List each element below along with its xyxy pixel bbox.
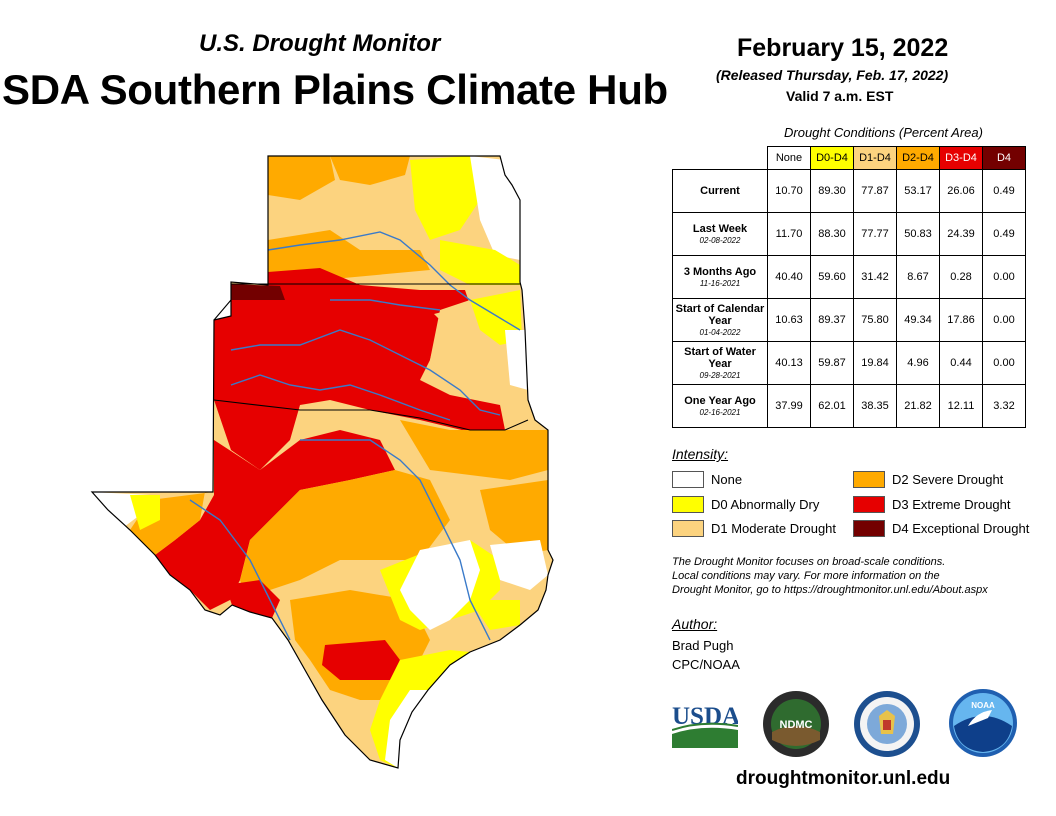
note-line: Drought Monitor, go to https://droughtmo… <box>672 584 988 596</box>
state-borders <box>213 283 529 431</box>
table-cell: 49.34 <box>896 298 940 342</box>
table-caption: Drought Conditions (Percent Area) <box>784 125 983 140</box>
table-cell: 4.96 <box>896 341 940 385</box>
table-cell: 77.77 <box>853 212 897 256</box>
table-cell: 0.00 <box>982 255 1026 299</box>
table-cell: 0.44 <box>939 341 983 385</box>
table-cell: 11.70 <box>767 212 811 256</box>
table-cell: 89.37 <box>810 298 854 342</box>
author-org: CPC/NOAA <box>672 657 740 672</box>
table-cell: 0.00 <box>982 298 1026 342</box>
table-cell: 88.30 <box>810 212 854 256</box>
legend-swatch-d1 <box>672 520 704 537</box>
note-line: The Drought Monitor focuses on broad-sca… <box>672 556 946 568</box>
table-cell: 77.87 <box>853 169 897 213</box>
release-date: (Released Thursday, Feb. 17, 2022) <box>716 67 949 83</box>
table-cell: 62.01 <box>810 384 854 428</box>
svg-text:NOAA: NOAA <box>971 701 995 710</box>
table-cell: 26.06 <box>939 169 983 213</box>
table-row: Start of Calendar Year 01-04-2022 10.63 8… <box>672 298 1026 342</box>
table-cell: 37.99 <box>767 384 811 428</box>
drought-conditions-table: None D0-D4 D1-D4 D2-D4 D3-D4 D4 Current … <box>672 146 1026 428</box>
col-d4: D4 <box>982 146 1026 170</box>
table-cell: 0.49 <box>982 169 1026 213</box>
table-cell: 53.17 <box>896 169 940 213</box>
legend-swatch-none <box>672 471 704 488</box>
table-cell: 89.30 <box>810 169 854 213</box>
legend-label-d4: D4 Exceptional Drought <box>892 521 1030 536</box>
table-cell: 40.40 <box>767 255 811 299</box>
table-cell: 0.49 <box>982 212 1026 256</box>
table-cell: 0.00 <box>982 341 1026 385</box>
usda-logo: USDA <box>672 703 738 748</box>
legend-label-d2: D2 Severe Drought <box>892 472 1004 487</box>
table-cell: 31.42 <box>853 255 897 299</box>
valid-time: Valid 7 a.m. EST <box>786 88 894 104</box>
header-blank <box>673 147 768 170</box>
col-d0-d4: D0-D4 <box>810 146 854 170</box>
rivers <box>189 231 521 641</box>
legend-label-none: None <box>711 472 743 487</box>
row-label: Start of Calendar Year 01-04-2022 <box>672 298 768 342</box>
map-date: February 15, 2022 <box>737 34 949 62</box>
author-title: Author: <box>672 616 718 632</box>
subtitle: U.S. Drought Monitor <box>199 30 441 57</box>
row-label: 3 Months Ago 11-16-2021 <box>672 255 768 299</box>
col-d1-d4: D1-D4 <box>853 146 897 170</box>
col-d2-d4: D2-D4 <box>896 146 940 170</box>
table-cell: 10.63 <box>767 298 811 342</box>
svg-text:NDMC: NDMC <box>780 719 813 731</box>
table-cell: 3.32 <box>982 384 1026 428</box>
drought-map <box>91 155 554 769</box>
table-cell: 8.67 <box>896 255 940 299</box>
col-d3-d4: D3-D4 <box>939 146 983 170</box>
hub-title: SDA Southern Plains Climate Hub <box>2 66 668 113</box>
table-cell: 10.70 <box>767 169 811 213</box>
table-row: One Year Ago 02-16-2021 37.99 62.01 38.35… <box>672 384 1026 428</box>
table-header-row: None D0-D4 D1-D4 D2-D4 D3-D4 D4 <box>673 146 1026 170</box>
row-label: Start of Water Year 09-28-2021 <box>672 341 768 385</box>
footer-url[interactable]: droughtmonitor.unl.edu <box>736 768 951 789</box>
table-cell: 59.60 <box>810 255 854 299</box>
legend-label-d0: D0 Abnormally Dry <box>711 497 820 512</box>
legend-label-d3: D3 Extreme Drought <box>892 497 1011 512</box>
table-cell: 75.80 <box>853 298 897 342</box>
legend-title: Intensity: <box>672 446 729 462</box>
legend-swatch-d0 <box>672 496 704 513</box>
table-cell: 24.39 <box>939 212 983 256</box>
legend-swatch-d2 <box>853 471 885 488</box>
table-row: Start of Water Year 09-28-2021 40.13 59.8… <box>672 341 1026 385</box>
legend-swatch-d4 <box>853 520 885 537</box>
drought-monitor-note: The Drought Monitor focuses on broad-sca… <box>672 555 988 597</box>
row-label: Last Week 02-08-2022 <box>672 212 768 256</box>
svg-text:USDA: USDA <box>672 703 738 730</box>
table-cell: 50.83 <box>896 212 940 256</box>
table-cell: 21.82 <box>896 384 940 428</box>
table-cell: 59.87 <box>810 341 854 385</box>
author-name: Brad Pugh <box>672 638 734 653</box>
row-label: Current <box>672 169 768 213</box>
legend-label-d1: D1 Moderate Drought <box>711 521 837 536</box>
row-label: One Year Ago 02-16-2021 <box>672 384 768 428</box>
ndmc-logo: NDMC <box>763 691 829 757</box>
col-none: None <box>767 146 811 170</box>
legend-swatch-d3 <box>853 496 885 513</box>
table-row: 3 Months Ago 11-16-2021 40.40 59.60 31.42… <box>672 255 1026 299</box>
commerce-seal-logo <box>854 691 920 757</box>
note-line: Local conditions may vary. For more info… <box>672 570 940 582</box>
noaa-logo: NOAA <box>949 689 1017 757</box>
table-cell: 0.28 <box>939 255 983 299</box>
table-row: Current 10.70 89.30 77.87 53.17 26.06 0.… <box>672 169 1026 213</box>
table-cell: 38.35 <box>853 384 897 428</box>
table-cell: 19.84 <box>853 341 897 385</box>
table-cell: 12.11 <box>939 384 983 428</box>
table-row: Last Week 02-08-2022 11.70 88.30 77.77 50… <box>672 212 1026 256</box>
table-cell: 17.86 <box>939 298 983 342</box>
table-cell: 40.13 <box>767 341 811 385</box>
drought-shading <box>92 156 553 768</box>
